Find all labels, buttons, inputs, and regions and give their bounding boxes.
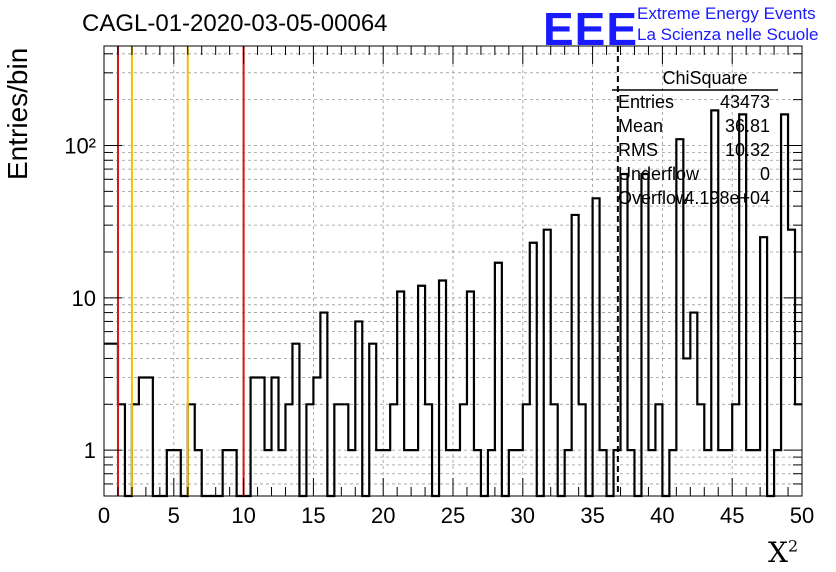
y-tick-label: 10² xyxy=(64,133,96,158)
stat-key: Underflow xyxy=(618,164,700,184)
stat-key: Mean xyxy=(618,116,664,136)
x-tick-label: 25 xyxy=(441,503,465,528)
stat-value: 36.81 xyxy=(724,116,770,136)
x-tick-label: 45 xyxy=(720,503,744,528)
y-tick-label: 1 xyxy=(84,438,96,463)
x-tick-label: 30 xyxy=(511,503,535,528)
stat-row-underflow: Underflow 0 xyxy=(612,162,778,186)
x-tick-label: 5 xyxy=(168,503,180,528)
x-tick-label: 20 xyxy=(371,503,395,528)
stat-key: Entries xyxy=(618,92,675,112)
x-tick-label: 0 xyxy=(98,503,110,528)
stat-row-entries: Entries 43473 xyxy=(612,90,778,114)
stats-title: ChiSquare xyxy=(662,68,748,88)
run-title: CAGL-01-2020-03-05-00064 xyxy=(82,10,388,37)
stats-box: ChiSquare Entries 43473 Mean 36.81 RMS 10.3… xyxy=(612,66,778,210)
tick-labels: 0 5 10 15 20 25 30 35 40 45 50 1 10 10² xyxy=(64,133,814,528)
stat-row-overflow: Overflow 4.198e+04 xyxy=(612,186,778,210)
histogram-line xyxy=(104,109,802,498)
x-tick-label: 35 xyxy=(580,503,604,528)
logo-line2: La Scienza nelle Scuole xyxy=(637,25,819,44)
stat-value: 10.32 xyxy=(724,140,770,160)
stat-value: 4.198e+04 xyxy=(684,188,770,208)
x-tick-label: 15 xyxy=(301,503,325,528)
stat-key: RMS xyxy=(618,140,658,160)
axis-ticks xyxy=(103,46,803,497)
x-axis-label: X2 xyxy=(768,536,799,569)
histogram-bars xyxy=(104,109,802,498)
eee-logo: EEE xyxy=(543,3,639,55)
y-axis-label: Entries/bin xyxy=(2,47,33,180)
vertical-markers xyxy=(116,46,619,496)
stat-value: 0 xyxy=(759,164,770,184)
stat-row-mean: Mean 36.81 xyxy=(612,114,778,138)
y-tick-label: 10 xyxy=(72,286,96,311)
stat-row-rms: RMS 10.32 xyxy=(612,138,778,162)
x-tick-label: 10 xyxy=(231,503,255,528)
stat-key: Overflow xyxy=(618,188,690,208)
x-tick-label: 50 xyxy=(790,503,814,528)
stat-value: 43473 xyxy=(719,92,770,112)
x-tick-label: 40 xyxy=(650,503,674,528)
logo-line1: Extreme Energy Events xyxy=(637,4,816,23)
